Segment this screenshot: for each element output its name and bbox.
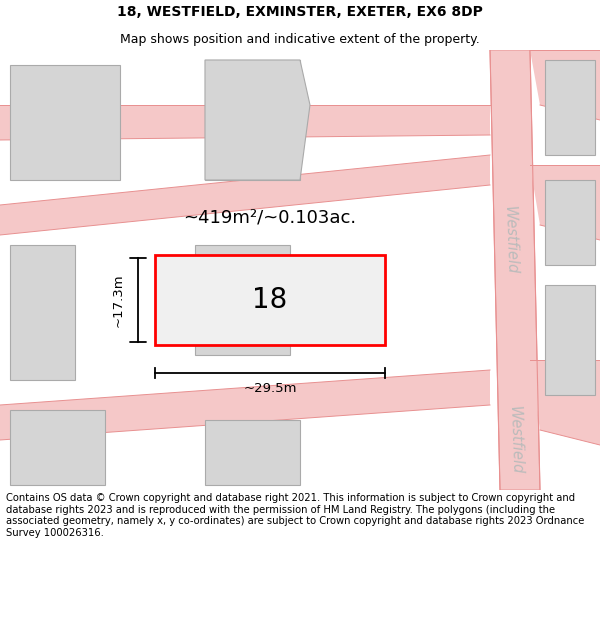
Text: Westfield: Westfield <box>502 206 518 274</box>
Bar <box>155 255 385 345</box>
Polygon shape <box>530 360 600 445</box>
Bar <box>10 65 120 180</box>
Polygon shape <box>490 50 540 490</box>
Bar <box>195 245 290 355</box>
Text: ~419m²/~0.103ac.: ~419m²/~0.103ac. <box>184 209 356 227</box>
Text: 18, WESTFIELD, EXMINSTER, EXETER, EX6 8DP: 18, WESTFIELD, EXMINSTER, EXETER, EX6 8D… <box>117 6 483 19</box>
Text: Map shows position and indicative extent of the property.: Map shows position and indicative extent… <box>120 32 480 46</box>
Polygon shape <box>530 165 600 240</box>
Polygon shape <box>0 155 490 235</box>
Bar <box>545 180 595 265</box>
Text: ~29.5m: ~29.5m <box>243 381 297 394</box>
Text: Contains OS data © Crown copyright and database right 2021. This information is : Contains OS data © Crown copyright and d… <box>6 493 584 538</box>
Text: Westfield: Westfield <box>506 406 524 474</box>
Bar <box>10 245 75 380</box>
Polygon shape <box>0 105 490 140</box>
Text: 18: 18 <box>253 286 287 314</box>
Bar <box>205 420 300 485</box>
Polygon shape <box>530 50 600 120</box>
Polygon shape <box>205 60 310 180</box>
Text: ~17.3m: ~17.3m <box>112 273 125 327</box>
Bar <box>545 60 595 155</box>
Bar <box>545 285 595 395</box>
Polygon shape <box>0 370 490 440</box>
Bar <box>205 60 300 180</box>
Bar <box>10 410 105 485</box>
